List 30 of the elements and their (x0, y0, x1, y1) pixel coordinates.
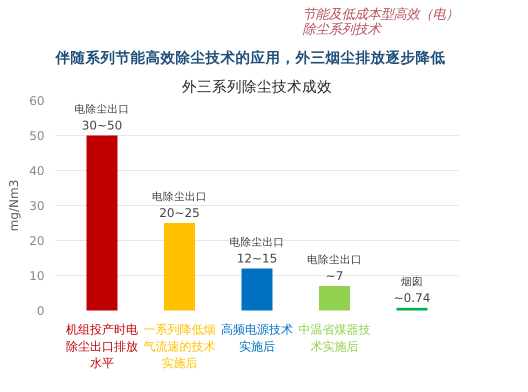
y-tick-label: 0 (36, 304, 45, 318)
y-tick-label: 10 (29, 269, 45, 283)
y-axis-title: mg/Nm3 (7, 180, 22, 232)
x-tick-label: 中温省煤器技术实施后 (298, 322, 370, 354)
y-tick-label: 30 (29, 199, 45, 213)
bar (86, 136, 118, 310)
y-tick-label: 60 (29, 94, 45, 108)
annotation: 电除尘出口 (230, 236, 284, 248)
y-tick-label: 40 (29, 164, 45, 178)
chart-title: 伴随系列节能高效除尘技术的应用，外三烟尘排放逐步降低 (54, 48, 446, 66)
annotation: 电除尘出口 (74, 102, 130, 116)
bar (396, 308, 428, 310)
x-tick-label: 一系列降低烟气流速的技术实施后 (144, 322, 216, 370)
y-tick-label: 50 (29, 129, 45, 143)
data-label: ~7 (326, 269, 344, 283)
bar (242, 268, 272, 310)
y-tick-label: 20 (29, 234, 45, 248)
bar (319, 286, 350, 310)
data-label: 20~25 (159, 206, 200, 220)
data-label: 12~15 (236, 252, 278, 266)
data-label: ~0.74 (394, 290, 430, 305)
chart-subtitle: 外三系列除尘技术成效 (182, 78, 332, 96)
text: 节能及低成本型高效（电）除尘系列技术 (302, 6, 458, 38)
annotation: 电除尘出口 (152, 190, 207, 203)
x-tick-label: 高频电源技术实施后 (221, 322, 293, 354)
bar (164, 223, 195, 310)
x-tick-label: 机组投产时电除尘出口排放水平 (66, 322, 138, 370)
annotation: 烟囱 (401, 274, 423, 288)
annotation: 电除尘出口 (307, 253, 362, 266)
data-label: 30~50 (82, 118, 122, 132)
